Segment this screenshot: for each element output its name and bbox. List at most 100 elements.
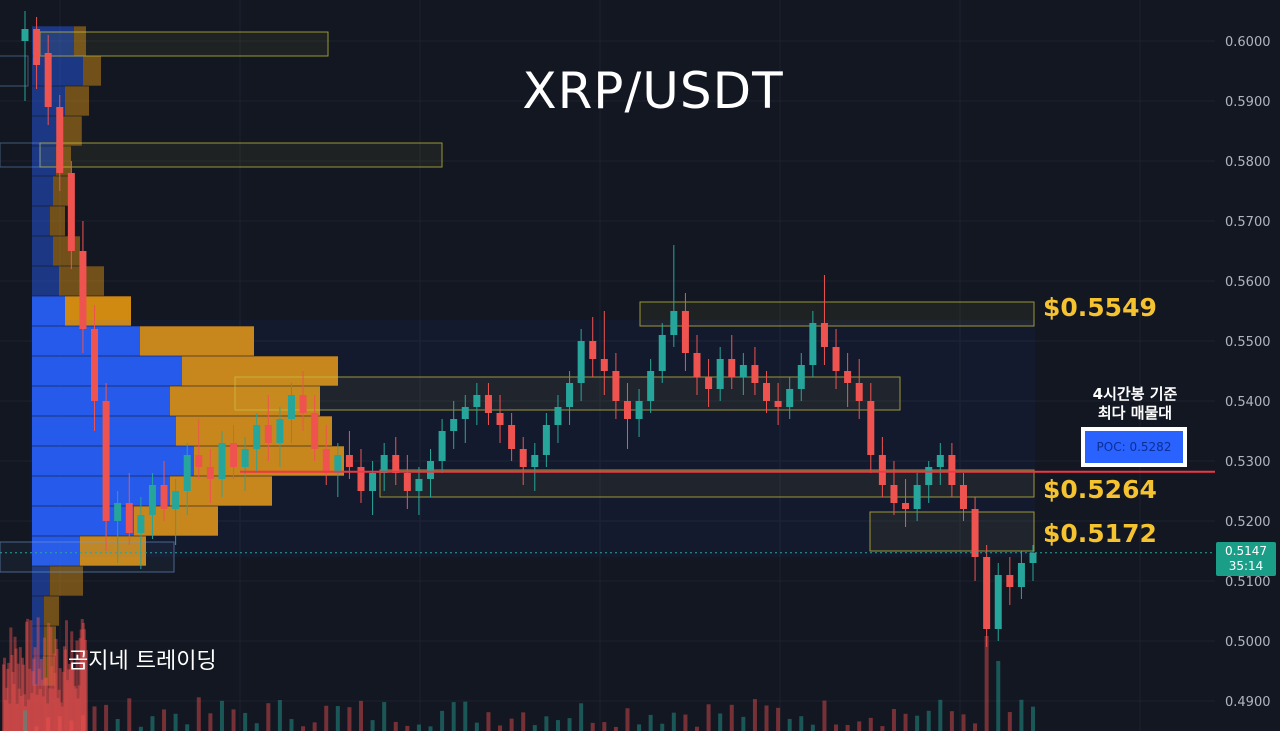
volume-profile-buy-bar [32,476,170,506]
volume-profile-sell-bar [42,656,55,686]
candle-body [427,461,435,479]
zone-box-4 [379,469,1035,498]
volume-bar [312,722,317,731]
candle-body [91,329,99,401]
candle-body [774,401,782,407]
level-label-middle: $0.5264 [1043,475,1157,504]
volume-profile-buy-bar [32,266,59,296]
volume-bar [24,706,28,731]
volume-bar [68,663,72,731]
volume-bar [521,712,526,731]
volume-profile-sell-bar [44,626,56,656]
volume-bar [845,724,850,731]
volume-profile-buy-bar [32,146,56,176]
candle-body [728,359,736,377]
volume-bar [335,706,340,731]
poc-note: 4시간봉 기준 최다 매물대 [1080,385,1190,423]
volume-profile-buy-bar [32,326,140,356]
candle-body [751,365,759,383]
volume-profile-buy-bar [32,356,182,386]
volume-bar [463,701,468,731]
volume-bar [69,669,73,731]
volume-bar [57,689,61,731]
volume-bar [28,668,32,731]
candle-body [1006,575,1014,587]
volume-bar [973,723,978,731]
candle-countdown: 35:14 [1228,559,1264,573]
y-tick-label: 0.5600 [1225,275,1271,290]
volume-bar [579,703,584,731]
volume-bar [31,671,35,731]
volume-bar [231,709,236,731]
volume-bar [67,669,71,731]
candle-body [380,455,388,473]
candle-body [763,383,771,401]
candle-body [345,455,353,467]
volume-bar [822,700,827,731]
volume-bar [5,687,9,731]
level-label-top: $0.5549 [1043,293,1157,322]
volume-bar [20,657,24,731]
candle-body [994,575,1002,629]
candle-body [496,413,504,425]
volume-bar [46,717,51,731]
candle-body [623,401,631,419]
volume-bar [80,715,85,731]
volume-bar [671,712,676,731]
volume-profile-sell-bar [74,26,86,56]
volume-profile-sell-bar [80,536,146,566]
candle-body [786,389,794,407]
volume-bar [254,723,259,731]
candle-body [148,485,156,515]
zone-box-blue [0,142,41,168]
volume-bar [590,722,595,731]
volume-bar [34,726,39,731]
volume-bar [185,724,190,731]
candle-body [322,449,330,473]
volume-bar [34,684,38,731]
volume-bar [3,657,7,731]
volume-bar [683,714,688,731]
volume-bar [382,702,387,731]
candle-body [531,455,539,467]
volume-bar [289,719,294,731]
volume-bar [903,713,908,731]
candle-body [114,503,122,521]
candle-body [739,365,747,377]
candle-body [693,353,701,377]
volume-bar [53,672,57,731]
volume-profile-buy-bar [32,386,170,416]
volume-profile-sell-bar [53,236,80,266]
volume-bar [324,705,329,731]
candle-body [959,485,967,509]
candle-body [797,365,805,389]
volume-bar [173,713,178,731]
volume-bar [13,636,17,731]
volume-profile-buy-bar [32,56,83,86]
candle-body [1029,552,1037,563]
volume-bar [41,696,45,731]
volume-profile-sell-bar [50,566,83,596]
y-tick-label: 0.5400 [1225,395,1271,410]
candle-body [473,395,481,407]
candle-body [867,401,875,455]
volume-bar [104,704,109,731]
candle-body [600,359,608,371]
volume-profile-buy-bar [32,566,50,596]
volume-bar [637,724,642,731]
volume-bar [416,724,421,731]
volume-bar [37,668,41,731]
volume-bar [14,648,18,731]
volume-bar [776,707,781,731]
volume-bar [718,713,723,731]
volume-bar [72,669,76,731]
y-tick-label: 0.5000 [1225,635,1271,650]
volume-bar [544,716,549,731]
candle-body [44,53,52,107]
volume-bar [84,650,88,731]
volume-bar [347,707,352,731]
volume-bar [27,699,31,731]
candle-body [276,419,284,443]
